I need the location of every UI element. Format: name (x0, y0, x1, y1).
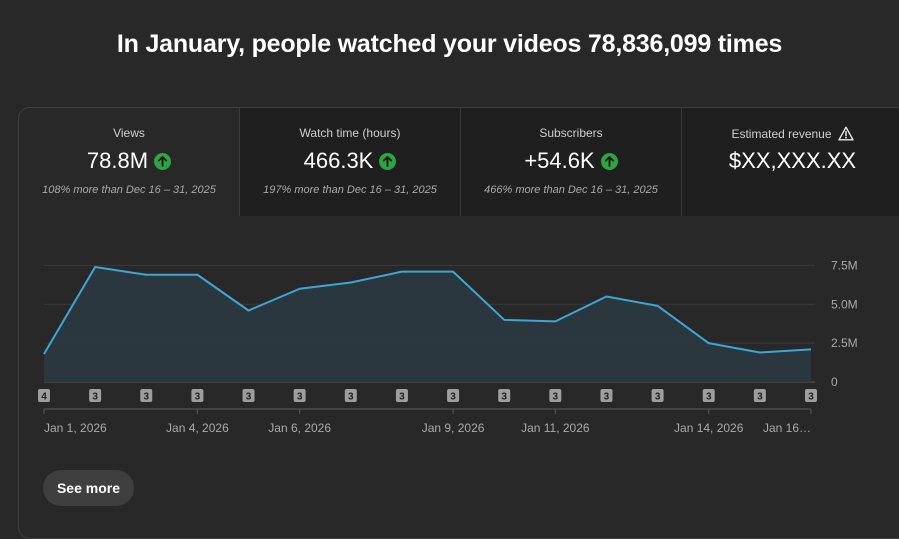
data-point (298, 287, 302, 291)
video-marker-count: 3 (757, 392, 763, 403)
video-marker-count: 3 (348, 392, 354, 403)
video-marker-badge (753, 389, 766, 402)
data-point (93, 265, 97, 269)
watch-time-comparison: 197% more than Dec 16 – 31, 2025 (263, 184, 437, 196)
data-point (349, 281, 353, 285)
views-comparison: 108% more than Dec 16 – 31, 2025 (42, 184, 216, 196)
subscribers-label: Subscribers (539, 126, 603, 140)
video-marker-badge (191, 389, 204, 402)
video-marker-count: 3 (195, 392, 201, 403)
video-marker-count: 3 (143, 392, 149, 403)
video-marker-count: 3 (297, 392, 303, 403)
views-area (44, 266, 811, 382)
video-marker-badge (805, 389, 817, 402)
video-marker-count: 4 (41, 392, 47, 403)
revenue-label-row: Estimated revenue (682, 126, 899, 141)
subscribers-value: +54.6K (524, 148, 595, 173)
warning-icon[interactable] (837, 126, 854, 141)
x-tick-label: Jan 16… (763, 421, 811, 435)
data-point (42, 352, 46, 356)
x-tick-label: Jan 11, 2026 (521, 421, 590, 435)
tab-subscribers[interactable]: Subscribers +54.6K 466% more than Dec 16… (461, 108, 682, 216)
video-marker-badge (549, 389, 562, 402)
page-headline: In January, people watched your videos 7… (116, 30, 783, 58)
views-area-chart: 0 2.5M 5.0M 7.5M 4 3 3 3 3 3 3 3 3 3 3 3 3 3 3 3 Jan 1, 2026… (38, 258, 858, 435)
see-more-button[interactable]: See more (43, 470, 134, 506)
video-marker-count: 3 (553, 392, 559, 403)
video-marker-count: 3 (501, 392, 507, 403)
y-tick-label: 0 (831, 375, 838, 389)
video-marker-badge (702, 389, 715, 402)
y-tick-label: 7.5M (831, 258, 858, 272)
views-label: Views (113, 126, 145, 140)
x-tick-label: Jan 14, 2026 (674, 421, 744, 435)
data-point (144, 273, 148, 277)
analytics-card: Views 78.8M 108% more than Dec 16 – 31, … (18, 107, 899, 539)
x-tick-label: Jan 1, 2026 (44, 421, 107, 435)
watch-time-label: Watch time (hours) (299, 126, 401, 140)
x-tick-label: Jan 4, 2026 (166, 421, 229, 435)
y-tick-label: 5.0M (831, 297, 858, 311)
video-marker-badge (293, 389, 306, 402)
tab-watch-time[interactable]: Watch time (hours) 466.3K 197% more than… (240, 108, 461, 216)
video-marker-count: 3 (808, 392, 814, 403)
arrow-up-icon (379, 152, 397, 170)
video-marker-count: 3 (246, 392, 252, 403)
x-tick-label: Jan 9, 2026 (422, 421, 485, 435)
revenue-label: Estimated revenue (731, 126, 832, 141)
data-point (451, 270, 455, 274)
x-tick-label: Jan 6, 2026 (268, 421, 331, 435)
tab-views[interactable]: Views 78.8M 108% more than Dec 16 – 31, … (19, 108, 240, 216)
data-point (502, 318, 506, 322)
data-point (247, 309, 251, 313)
data-point (758, 350, 762, 354)
watch-time-value: 466.3K (303, 148, 374, 173)
data-point (809, 347, 813, 351)
views-value: 78.8M (86, 148, 149, 173)
data-point (707, 341, 711, 345)
video-marker-count: 3 (604, 392, 610, 403)
video-marker-count: 3 (655, 392, 661, 403)
video-marker-count: 3 (450, 392, 456, 403)
video-marker-badge (38, 389, 50, 402)
video-marker-badge (395, 389, 408, 402)
revenue-value: $XX,XXX.XX (728, 148, 857, 173)
video-marker-badge (89, 389, 102, 402)
tab-estimated-revenue[interactable]: Estimated revenue $XX,XXX.XX (682, 108, 899, 216)
video-marker-count: 3 (706, 392, 712, 403)
views-series-line (43, 265, 812, 355)
data-point (656, 304, 660, 308)
metric-tabs: Views 78.8M 108% more than Dec 16 – 31, … (19, 108, 899, 216)
data-point (195, 273, 199, 277)
video-marker-count: 3 (399, 392, 405, 403)
video-marker-count: 3 (92, 392, 98, 403)
arrow-up-icon (154, 152, 172, 170)
arrow-up-icon (600, 152, 618, 170)
video-marker-badge (344, 389, 357, 402)
video-marker-badge (600, 389, 613, 402)
y-tick-label: 2.5M (831, 336, 858, 350)
video-marker-badge (651, 389, 664, 402)
data-point (553, 319, 557, 323)
data-point (604, 295, 608, 299)
subscribers-comparison: 466% more than Dec 16 – 31, 2025 (484, 184, 658, 196)
video-marker-badge (498, 389, 511, 402)
video-marker-badge (447, 389, 460, 402)
video-marker-badge (140, 389, 153, 402)
video-marker-badge (242, 389, 255, 402)
data-point (400, 270, 404, 274)
